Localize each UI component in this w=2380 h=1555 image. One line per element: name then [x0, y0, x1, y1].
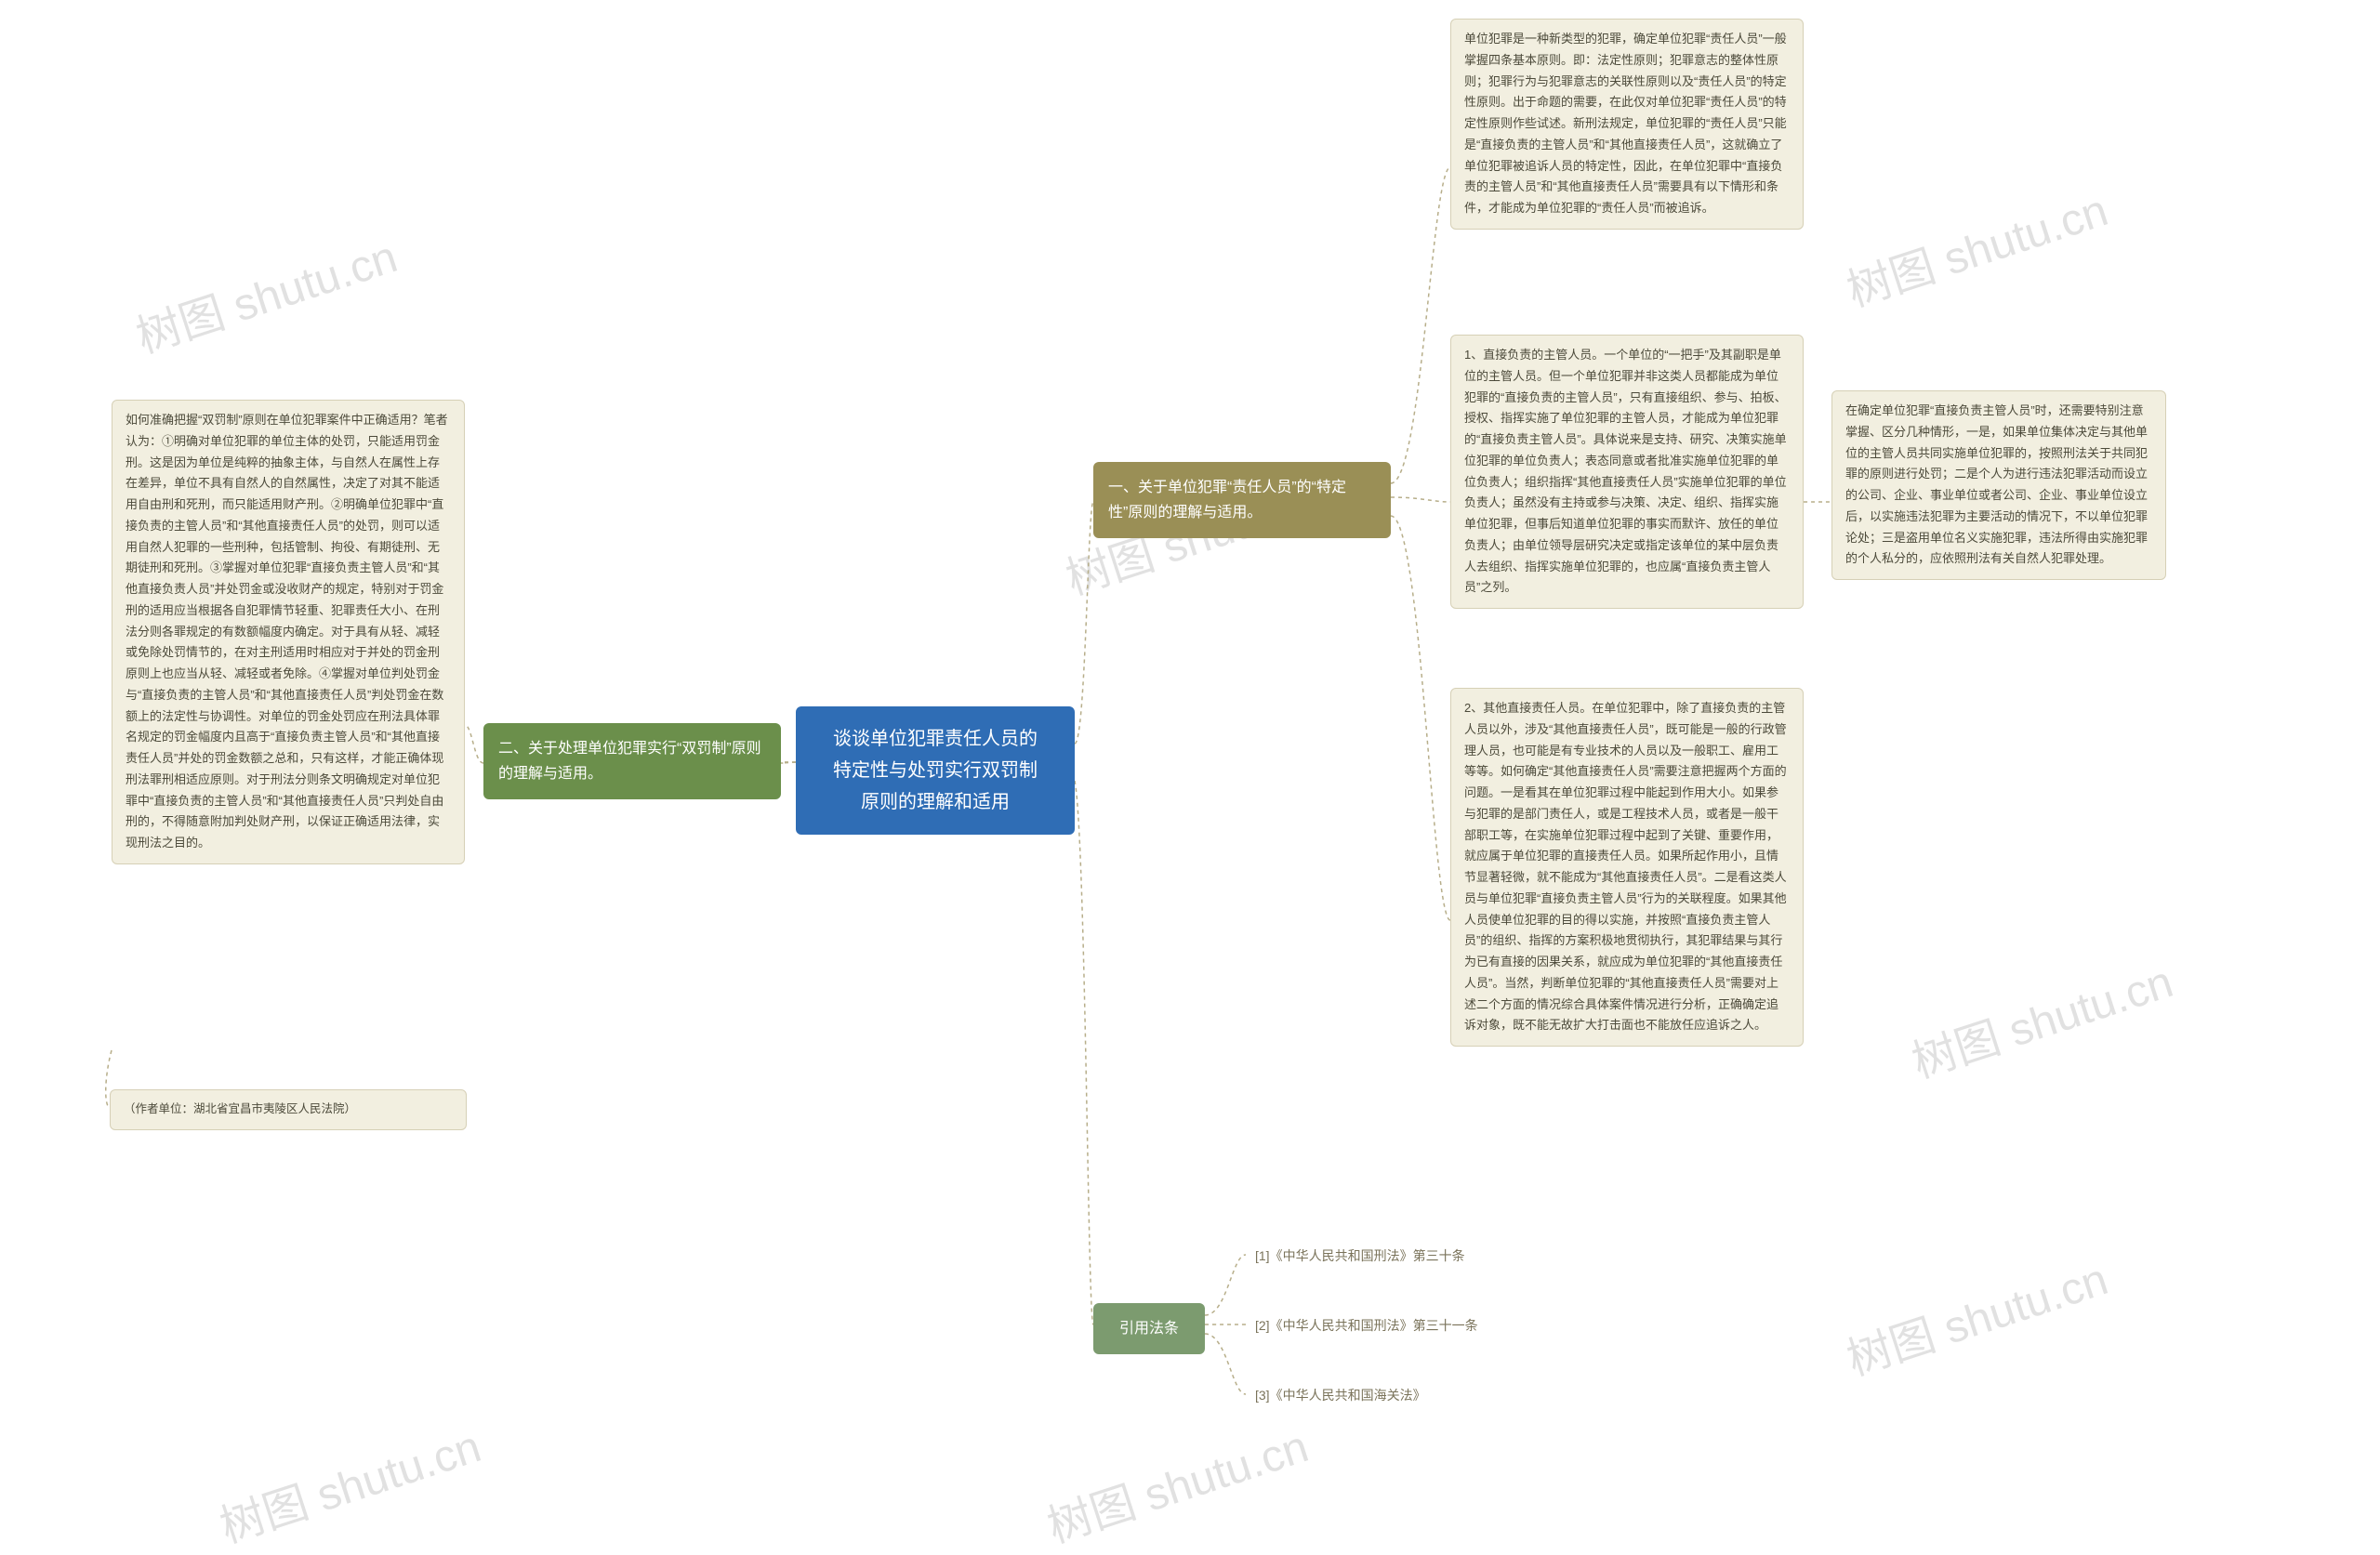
section-right-1[interactable]: 一、关于单位犯罪“责任人员”的“特定性”原则的理解与适用。 — [1093, 462, 1391, 538]
watermark: 树图 shutu.cn — [1837, 1243, 2114, 1388]
right-leaf-1: 单位犯罪是一种新类型的犯罪，确定单位犯罪“责任人员”一般掌握四条基本原则。即：法… — [1450, 19, 1804, 230]
watermark: 树图 shutu.cn — [210, 1410, 487, 1555]
left-leaf-text: 如何准确把握“双罚制”原则在单位犯罪案件中正确适用？笔者认为：①明确对单位犯罪的… — [126, 413, 448, 850]
watermark: 树图 shutu.cn — [1038, 1410, 1315, 1555]
watermark: 树图 shutu.cn — [126, 220, 403, 365]
section-left[interactable]: 二、关于处理单位犯罪实行“双罚制”原则的理解与适用。 — [483, 723, 781, 799]
right-leaf-3: 2、其他直接责任人员。在单位犯罪中，除了直接负责的主管人员以外，涉及“其他直接责… — [1450, 688, 1804, 1047]
ref-1-text: [1]《中华人民共和国刑法》第三十条 — [1255, 1248, 1465, 1263]
root-node[interactable]: 谈谈单位犯罪责任人员的 特定性与处罚实行双罚制 原则的理解和适用 — [796, 706, 1075, 835]
watermark: 树图 shutu.cn — [1837, 174, 2114, 319]
ref-item-3[interactable]: [3]《中华人民共和国海关法》 — [1246, 1380, 1525, 1411]
section-right-1-label: 一、关于单位犯罪“责任人员”的“特定性”原则的理解与适用。 — [1108, 480, 1346, 521]
section-right-2-label: 引用法条 — [1119, 1321, 1179, 1337]
left-footnote: （作者单位：湖北省宜昌市夷陵区人民法院） — [110, 1089, 467, 1130]
right-leaf-1-text: 单位犯罪是一种新类型的犯罪，确定单位犯罪“责任人员”一般掌握四条基本原则。即：法… — [1464, 32, 1787, 215]
right-leaf-2-side: 在确定单位犯罪“直接负责主管人员”时，还需要特别注意掌握、区分几种情形，一是，如… — [1831, 390, 2166, 580]
right-leaf-2-side-text: 在确定单位犯罪“直接负责主管人员”时，还需要特别注意掌握、区分几种情形，一是，如… — [1845, 403, 2148, 565]
ref-item-1[interactable]: [1]《中华人民共和国刑法》第三十条 — [1246, 1241, 1580, 1272]
left-footnote-text: （作者单位：湖北省宜昌市夷陵区人民法院） — [124, 1102, 356, 1115]
watermark: 树图 shutu.cn — [1902, 945, 2179, 1090]
right-leaf-3-text: 2、其他直接责任人员。在单位犯罪中，除了直接负责的主管人员以外，涉及“其他直接责… — [1464, 701, 1787, 1032]
ref-2-text: [2]《中华人民共和国刑法》第三十一条 — [1255, 1318, 1478, 1333]
right-leaf-2-text: 1、直接负责的主管人员。一个单位的“一把手”及其副职是单位的主管人员。但一个单位… — [1464, 348, 1787, 594]
ref-3-text: [3]《中华人民共和国海关法》 — [1255, 1388, 1426, 1403]
ref-item-2[interactable]: [2]《中华人民共和国刑法》第三十一条 — [1246, 1311, 1580, 1341]
section-right-2[interactable]: 引用法条 — [1093, 1303, 1205, 1354]
root-label: 谈谈单位犯罪责任人员的 特定性与处罚实行双罚制 原则的理解和适用 — [833, 729, 1038, 812]
right-leaf-2: 1、直接负责的主管人员。一个单位的“一把手”及其副职是单位的主管人员。但一个单位… — [1450, 335, 1804, 609]
section-left-label: 二、关于处理单位犯罪实行“双罚制”原则的理解与适用。 — [498, 741, 761, 782]
left-leaf: 如何准确把握“双罚制”原则在单位犯罪案件中正确适用？笔者认为：①明确对单位犯罪的… — [112, 400, 465, 864]
